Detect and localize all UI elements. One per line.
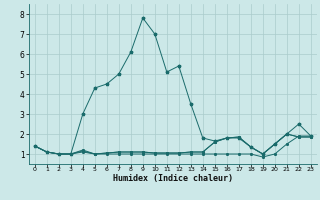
- X-axis label: Humidex (Indice chaleur): Humidex (Indice chaleur): [113, 174, 233, 183]
